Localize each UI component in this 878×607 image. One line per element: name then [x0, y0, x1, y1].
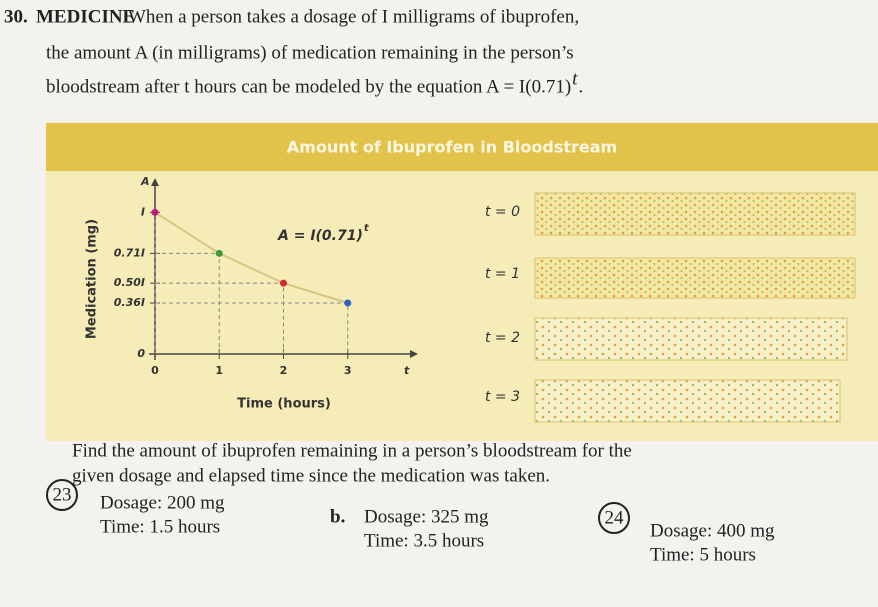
axis-name: t	[404, 364, 410, 377]
circle-marker	[46, 479, 78, 511]
point	[344, 299, 352, 307]
item-time: Time: 5 hours	[650, 544, 756, 565]
strip-label: t = 1	[485, 266, 520, 282]
equation-exponent: t	[364, 223, 370, 234]
arrow	[410, 350, 418, 358]
panel-banner	[46, 123, 878, 171]
item-dosage: Dosage: 325 mg	[364, 506, 489, 527]
strip	[534, 379, 841, 423]
chart: t A Time (hours) Medication (mg) A = I(0.71)…	[85, 175, 418, 412]
point	[280, 279, 287, 287]
strip-label: t = 3	[485, 389, 520, 405]
strip-label: t = 0	[485, 204, 520, 220]
strip	[534, 317, 848, 361]
x-tick-label: 1	[215, 364, 223, 377]
line	[154, 211, 349, 304]
arrow	[151, 178, 159, 186]
y-tick-label: I	[141, 205, 145, 218]
equation: A = I(0.71)	[277, 228, 363, 244]
strip	[534, 257, 856, 299]
point	[151, 208, 159, 216]
x-tick-label: 3	[344, 364, 352, 377]
item-marker: 24	[605, 507, 625, 528]
problem-line: the amount A (in milligrams) of medicati…	[46, 42, 574, 63]
instruction: Find the amount of ibuprofen remaining i…	[72, 440, 632, 461]
problem-line: When a person takes a dosage of I millig…	[128, 6, 579, 27]
circle-marker	[598, 502, 630, 534]
problem-number: 30.	[4, 6, 28, 27]
y-tick-label: 0.36I	[114, 296, 145, 309]
item-marker: 23	[53, 484, 72, 505]
strip	[534, 192, 856, 236]
item-marker: b.	[330, 506, 345, 527]
instruction: given dosage and elapsed time since the …	[72, 465, 550, 486]
y-tick-label: 0	[137, 347, 145, 360]
item-dosage: Dosage: 400 mg	[650, 520, 775, 541]
strip-label: t = 2	[485, 330, 520, 346]
axis-name: A	[140, 175, 150, 188]
problem-line: bloodstream after t hours can be modeled…	[46, 76, 571, 97]
y-tick-label: 0.50I	[114, 276, 145, 289]
item-time: Time: 1.5 hours	[100, 516, 220, 537]
point	[215, 249, 223, 257]
item-dosage: Dosage: 200 mg	[100, 492, 225, 513]
problem-label: MEDICINE	[36, 6, 135, 27]
y-label: Medication (mg)	[85, 219, 100, 339]
item-time: Time: 3.5 hours	[364, 530, 484, 551]
x-tick-label: 0	[151, 364, 159, 377]
y-tick-label: 0.71I	[114, 246, 145, 259]
x-tick-label: 2	[280, 364, 288, 377]
problem-exponent: t	[572, 68, 578, 89]
panel-title: Amount of Ibuprofen in Bloodstream	[287, 138, 617, 157]
problem-end: .	[578, 76, 583, 97]
x-label: Time (hours)	[237, 397, 331, 412]
